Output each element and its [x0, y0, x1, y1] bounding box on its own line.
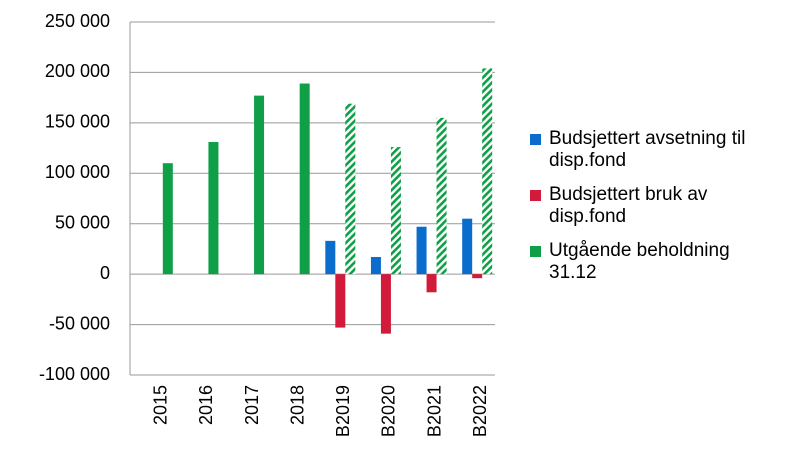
legend-swatch — [530, 134, 541, 145]
bar — [472, 274, 483, 279]
bar — [436, 117, 447, 275]
bar — [299, 83, 310, 275]
bar — [335, 274, 346, 328]
bar — [325, 240, 336, 275]
x-tick-label: 2016 — [196, 385, 216, 425]
x-tick-label: 2018 — [287, 385, 307, 425]
bar — [462, 218, 473, 275]
bar — [426, 274, 437, 293]
bar — [416, 226, 427, 275]
legend-label: Budsjettert avsetning til disp.fond — [549, 128, 746, 171]
legend-item: Budsjettert bruk av disp.fond — [530, 184, 780, 228]
y-tick-label: 250 000 — [45, 11, 110, 31]
legend: Budsjettert avsetning til disp.fond Budsj… — [530, 128, 780, 296]
bar — [482, 68, 493, 275]
x-tick-label: B2022 — [470, 385, 490, 437]
bar — [162, 163, 173, 275]
legend-swatch — [530, 246, 541, 257]
legend-item: Budsjettert avsetning til disp.fond — [530, 128, 780, 172]
legend-swatch — [530, 190, 541, 201]
y-tick-label: 200 000 — [45, 61, 110, 81]
x-tick-label: B2021 — [424, 385, 444, 437]
bar — [345, 103, 356, 275]
y-tick-label: 100 000 — [45, 162, 110, 182]
y-tick-label: 50 000 — [55, 212, 110, 232]
legend-label: Budsjettert bruk av disp.fond — [549, 184, 708, 227]
bar — [380, 274, 391, 334]
y-tick-label: -100 000 — [39, 364, 110, 384]
y-tick-label: 0 — [100, 263, 110, 283]
x-tick-label: B2020 — [379, 385, 399, 437]
x-tick-label: B2019 — [333, 385, 353, 437]
bar — [370, 256, 381, 275]
x-tick-label: 2017 — [242, 385, 262, 425]
bar — [208, 142, 219, 275]
bar — [254, 95, 265, 275]
y-tick-label: 150 000 — [45, 112, 110, 132]
x-tick-label: 2015 — [151, 385, 171, 425]
legend-label: Utgående beholdning 31.12 — [549, 240, 730, 283]
y-tick-label: -50 000 — [49, 313, 110, 333]
bar — [390, 147, 401, 275]
legend-item: Utgående beholdning 31.12 — [530, 240, 780, 284]
